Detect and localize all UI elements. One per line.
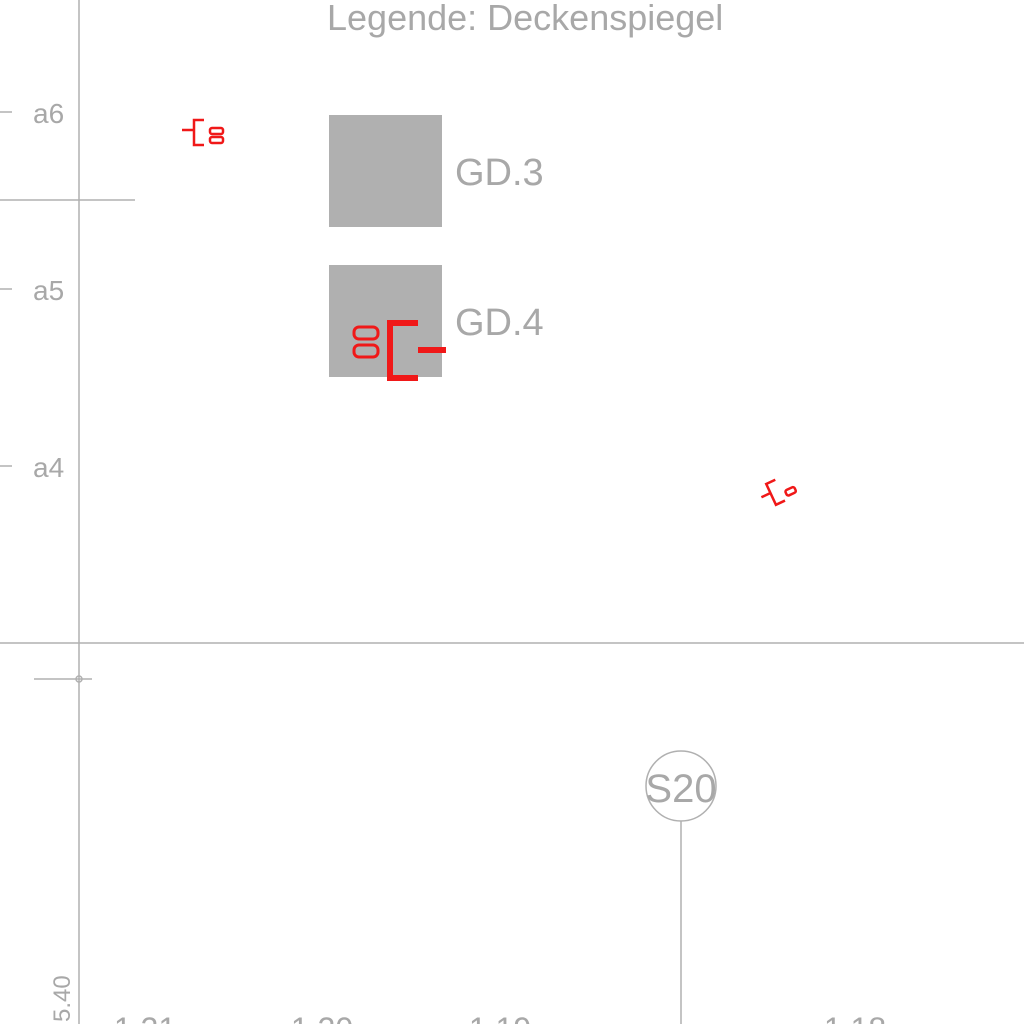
legend-label: GD.4 <box>455 302 544 344</box>
bottom-label: 1.20 <box>291 1011 353 1024</box>
legend-swatch <box>329 265 442 377</box>
legend-title: Legende: Deckenspiegel <box>327 0 723 38</box>
axis-label: a6 <box>33 98 64 129</box>
fixture-symbol <box>352 320 446 381</box>
legend-swatch <box>329 115 442 227</box>
fixture-symbol <box>182 118 225 147</box>
marker-label: S20 <box>645 767 716 811</box>
axis-label: a4 <box>33 452 64 483</box>
bottom-label: 1.18 <box>824 1011 886 1024</box>
dimension-label: 5.40 <box>49 975 76 1022</box>
fixture-symbol <box>760 478 798 507</box>
axis-label: a5 <box>33 275 64 306</box>
legend-label: GD.3 <box>455 152 544 194</box>
bottom-label: 1.19 <box>469 1011 531 1024</box>
bottom-label: 1.21 <box>114 1011 176 1024</box>
grid-node <box>75 675 83 683</box>
